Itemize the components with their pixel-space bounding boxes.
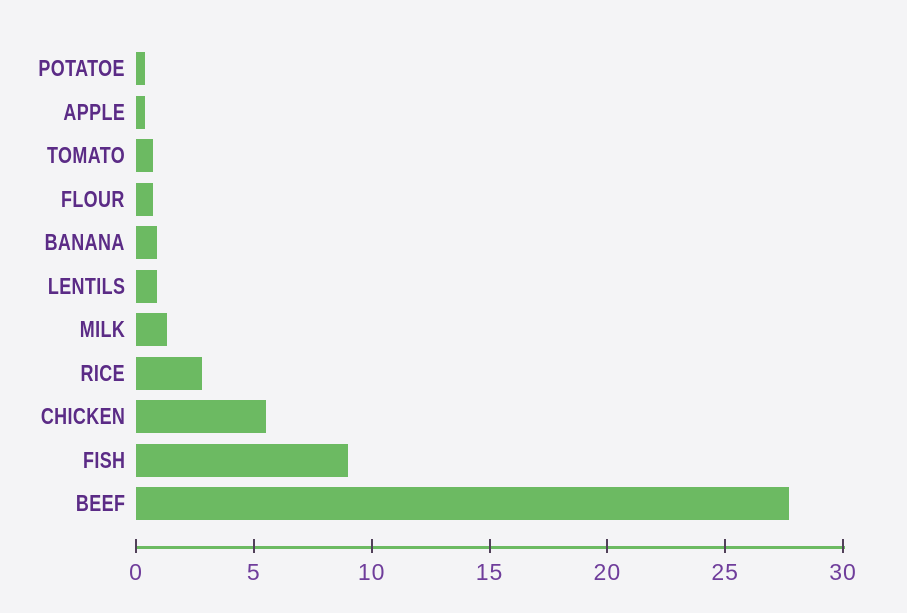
bar (136, 182, 153, 216)
bar (136, 52, 146, 86)
bar-row: RICE (0, 352, 907, 396)
bar-row: APPLE (0, 91, 907, 135)
category-label: CHICKEN (40, 403, 125, 430)
bar (136, 139, 153, 173)
axis-tick (135, 539, 137, 553)
axis-tick (724, 539, 727, 553)
axis-tick (606, 539, 609, 553)
bar-row: LENTILS (0, 265, 907, 309)
bar-row: MILK (0, 308, 907, 352)
bar-row: POTATOE (0, 47, 907, 91)
category-label: APPLE (63, 98, 125, 125)
bar-row: TOMATO (0, 134, 907, 178)
category-label: FISH (82, 446, 125, 473)
category-label: BANANA (44, 229, 125, 256)
axis-tick (842, 539, 844, 553)
axis-tick (252, 539, 255, 553)
bar (136, 487, 789, 521)
bar-row: FLOUR (0, 178, 907, 222)
category-label: RICE (80, 359, 125, 386)
bar (136, 400, 266, 434)
bar-row: BEEF (0, 482, 907, 526)
axis-tick-label: 20 (593, 559, 622, 585)
axis-tick-label: 30 (829, 559, 857, 585)
axis-tick-label: 15 (475, 559, 504, 585)
axis-tick-label: 0 (129, 559, 143, 585)
bar (136, 443, 349, 477)
category-label: BEEF (75, 490, 125, 517)
bar-row: BANANA (0, 221, 907, 265)
category-label: POTATOE (38, 55, 125, 82)
category-label: TOMATO (46, 142, 125, 169)
axis-tick (488, 539, 491, 553)
x-axis-line (136, 546, 845, 549)
bar-row: FISH (0, 439, 907, 483)
bar (136, 226, 158, 260)
axis-tick (370, 539, 373, 553)
bar-rows: POTATOE APPLE TOMATO FLOUR BANANA LENTILS MILK… (0, 47, 907, 526)
bar-row: CHICKEN (0, 395, 907, 439)
bar (136, 356, 202, 390)
category-label: MILK (79, 316, 125, 343)
axis-tick-label: 5 (246, 559, 261, 585)
axis-tick-label: 25 (711, 559, 739, 585)
category-label: FLOUR (61, 185, 125, 212)
bar (136, 269, 158, 303)
bar (136, 95, 146, 129)
bar (136, 313, 167, 347)
axis-tick-label: 10 (357, 559, 386, 585)
category-label: LENTILS (47, 272, 125, 299)
